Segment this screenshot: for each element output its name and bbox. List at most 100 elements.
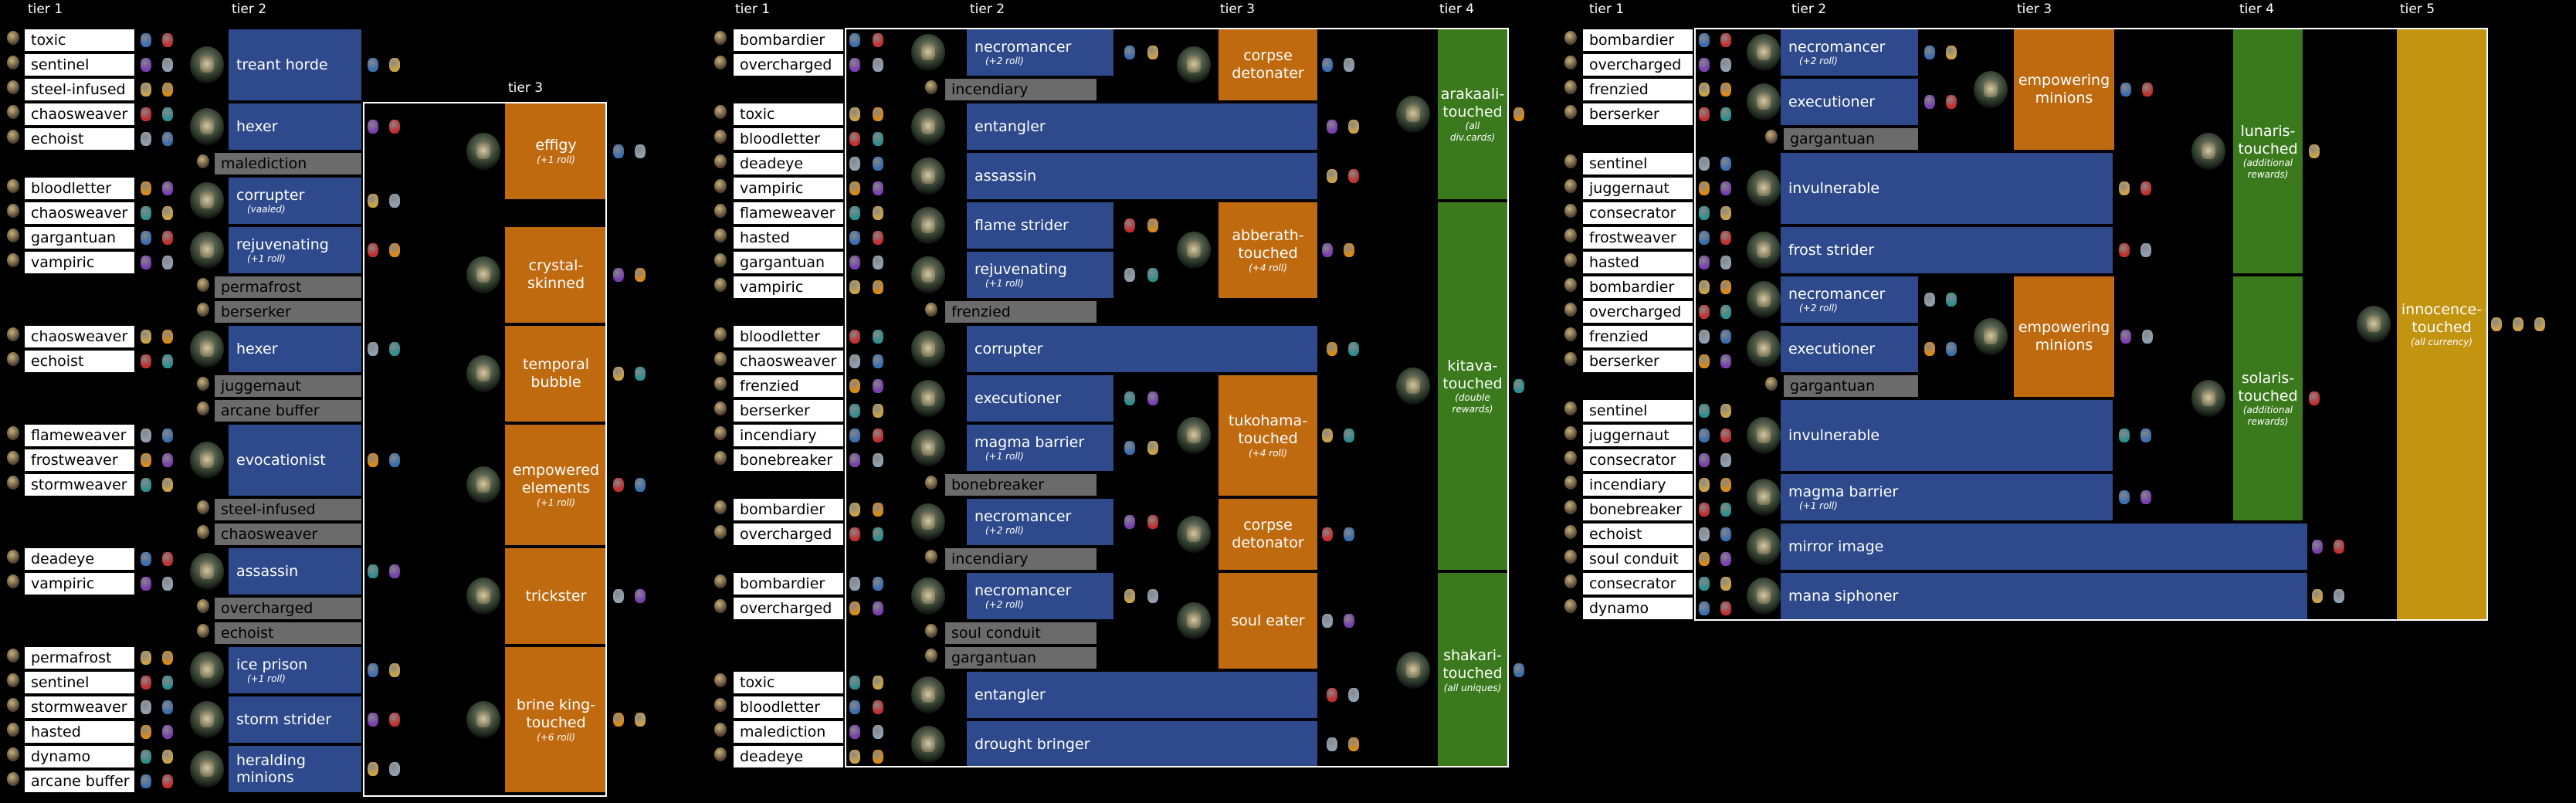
tier2-node: entangler xyxy=(967,102,1317,151)
reward-icon xyxy=(849,577,860,591)
node-label: entangler xyxy=(974,118,1046,135)
node-label: storm strider xyxy=(236,711,331,728)
monster-icon xyxy=(714,723,727,737)
reward-icon xyxy=(1720,552,1731,566)
crest-icon xyxy=(2357,306,2391,343)
reward-icon xyxy=(162,33,173,47)
reward-icon xyxy=(1327,737,1337,751)
monster-icon xyxy=(197,278,209,292)
reward-icon xyxy=(1322,527,1333,541)
crest-icon xyxy=(911,158,945,195)
crest-icon xyxy=(1747,170,1781,207)
node-sublabel: (all currency) xyxy=(2411,336,2473,347)
reward-icon xyxy=(873,404,883,418)
reward-icon xyxy=(849,181,860,195)
reward-icon xyxy=(849,700,860,714)
reward-icon xyxy=(873,256,883,269)
tier1-mod: echoist xyxy=(25,351,134,372)
reward-icon xyxy=(1720,429,1731,442)
monster-icon xyxy=(714,105,727,119)
monster-icon xyxy=(1564,253,1577,267)
crest-icon xyxy=(1747,417,1781,454)
tier2-extra-mod: frenzied xyxy=(945,301,1096,323)
crest-icon xyxy=(190,182,224,219)
crest-icon xyxy=(911,108,945,145)
tier2-extra-mod: echoist xyxy=(215,622,361,644)
monster-icon xyxy=(1564,574,1577,588)
tier1-mod: vampiric xyxy=(734,178,843,199)
tier1-mod: juggernaut xyxy=(1583,425,1693,446)
tier1-mod: juggernaut xyxy=(1583,178,1693,199)
reward-icon xyxy=(141,651,151,665)
tier2-node: invulnerable xyxy=(1781,151,2113,225)
monster-icon xyxy=(7,476,19,490)
crest-icon xyxy=(911,429,945,466)
monster-icon xyxy=(714,426,727,440)
reward-icon xyxy=(2140,181,2151,195)
reward-icon xyxy=(141,725,151,739)
monster-icon xyxy=(1564,402,1577,415)
tier2-node: evocationist xyxy=(229,423,361,497)
reward-icon xyxy=(389,663,400,677)
reward-icon xyxy=(849,354,860,368)
reward-icon xyxy=(162,577,173,591)
reward-icon xyxy=(1720,354,1731,368)
tier1-mod: flameweaver xyxy=(25,425,134,446)
monster-icon xyxy=(197,303,209,317)
tier1-mod: overcharged xyxy=(734,598,843,619)
tier1-mod: steel-infused xyxy=(25,79,134,100)
node-sublabel: (+1 roll) xyxy=(1799,500,1838,511)
reward-icon xyxy=(1720,453,1731,467)
tier2-node: treant horde xyxy=(229,28,361,102)
node-label: magma barrier xyxy=(1788,483,1899,500)
tier1-mod: bloodletter xyxy=(734,326,843,347)
reward-icon xyxy=(162,58,173,72)
reward-icon xyxy=(1720,107,1731,121)
crest-icon xyxy=(1396,96,1430,133)
reward-icon xyxy=(849,750,860,764)
tier-header: tier 3 xyxy=(508,80,544,96)
reward-icon xyxy=(2140,243,2151,257)
reward-icon xyxy=(1720,231,1731,245)
node-sublabel: (vaaled) xyxy=(247,204,286,215)
tier2-node: invulnerable xyxy=(1781,398,2113,473)
reward-icon xyxy=(1924,95,1935,109)
monster-icon xyxy=(925,624,937,638)
tier-header: tier 1 xyxy=(1589,2,1625,17)
crest-icon xyxy=(190,553,224,590)
reward-icon xyxy=(849,404,860,418)
tier3-node: empowering minions xyxy=(2014,275,2114,398)
tier2-node: assassin xyxy=(229,547,361,596)
reward-icon xyxy=(1513,663,1524,677)
reward-icon xyxy=(2120,83,2131,97)
reward-icon xyxy=(873,503,883,517)
crest-icon xyxy=(1747,578,1781,615)
reward-icon xyxy=(141,552,151,566)
tier1-mod: overcharged xyxy=(1583,301,1693,323)
node-label: executioner xyxy=(1788,341,1876,357)
monster-icon xyxy=(925,303,937,317)
reward-icon xyxy=(1699,429,1710,442)
reward-icon xyxy=(1699,404,1710,418)
tier1-mod: deadeye xyxy=(25,548,134,570)
reward-icon xyxy=(141,107,151,121)
tier2-node: hexer xyxy=(229,324,361,374)
node-sublabel: (+1 roll) xyxy=(537,154,575,166)
tier2-node: executioner xyxy=(1781,77,1918,127)
reward-icon xyxy=(2119,243,2130,257)
tier2-node: hexer xyxy=(229,102,361,151)
tier2-node: necromancer (+2 roll) xyxy=(1781,28,1918,77)
reward-icon xyxy=(1699,181,1710,195)
reward-icon xyxy=(1322,614,1333,628)
tier1-mod: permafrost xyxy=(25,647,134,669)
crest-icon xyxy=(1747,232,1781,269)
tier1-mod: gargantuan xyxy=(734,252,843,273)
node-label: corrupter xyxy=(974,341,1043,357)
monster-icon xyxy=(925,649,937,662)
reward-icon xyxy=(849,503,860,517)
crest-icon xyxy=(190,442,224,479)
reward-icon xyxy=(389,453,400,467)
panel2-frame xyxy=(845,28,1509,767)
monster-icon xyxy=(7,327,19,341)
reward-icon xyxy=(1924,46,1935,59)
